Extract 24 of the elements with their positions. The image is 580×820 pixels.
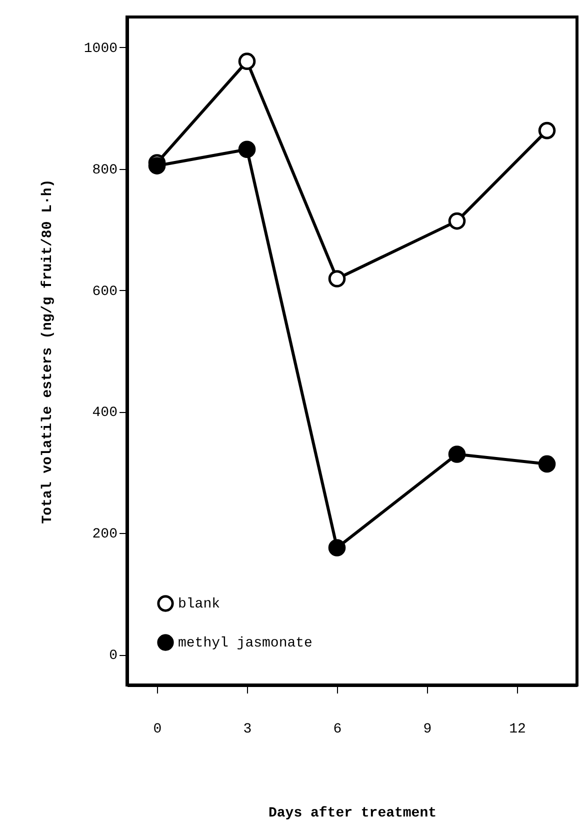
x-axis-title: Days after treatment [268, 806, 437, 820]
x-tick-label: 3 [243, 722, 252, 738]
y-tick-label: 400 [92, 405, 118, 422]
point [328, 539, 346, 556]
point [238, 52, 256, 70]
x-tick-label: 12 [509, 722, 526, 738]
point [238, 140, 256, 158]
y-tick-label: 1000 [84, 40, 118, 57]
y-tick-label: 800 [92, 162, 118, 178]
x-tick-label: 0 [153, 722, 162, 738]
x-tick-label: 9 [423, 722, 432, 738]
y-tick-label: 0 [109, 648, 118, 664]
point [538, 455, 556, 473]
legend-label: methyl jasmonate [178, 636, 312, 652]
x-tick-label: 6 [333, 722, 342, 738]
point [448, 212, 466, 230]
y-tick-label: 600 [92, 284, 118, 300]
point [538, 122, 556, 140]
y-axis-title: Total volatile esters (ng/g fruit/80 L·h) [40, 179, 56, 524]
point [328, 270, 346, 288]
y-tick-label: 200 [92, 526, 118, 543]
legend-label: blank [178, 596, 220, 612]
point [148, 157, 166, 174]
point [448, 446, 466, 463]
